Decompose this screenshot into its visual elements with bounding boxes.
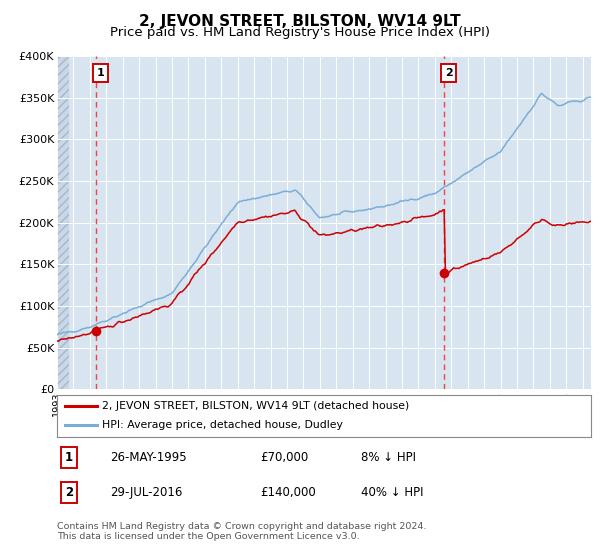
Text: £140,000: £140,000 (260, 486, 316, 500)
Text: 26-MAY-1995: 26-MAY-1995 (110, 451, 187, 464)
Text: Price paid vs. HM Land Registry's House Price Index (HPI): Price paid vs. HM Land Registry's House … (110, 26, 490, 39)
Text: 2: 2 (65, 486, 73, 500)
Text: £70,000: £70,000 (260, 451, 308, 464)
Text: 2, JEVON STREET, BILSTON, WV14 9LT: 2, JEVON STREET, BILSTON, WV14 9LT (139, 14, 461, 29)
Text: HPI: Average price, detached house, Dudley: HPI: Average price, detached house, Dudl… (103, 421, 343, 431)
Text: 40% ↓ HPI: 40% ↓ HPI (361, 486, 424, 500)
Bar (57, 56, 70, 389)
Text: 1: 1 (65, 451, 73, 464)
Text: 1: 1 (97, 68, 104, 78)
Text: 2: 2 (445, 68, 452, 78)
Text: Contains HM Land Registry data © Crown copyright and database right 2024.
This d: Contains HM Land Registry data © Crown c… (57, 522, 427, 542)
Text: 8% ↓ HPI: 8% ↓ HPI (361, 451, 416, 464)
Text: 2, JEVON STREET, BILSTON, WV14 9LT (detached house): 2, JEVON STREET, BILSTON, WV14 9LT (deta… (103, 401, 410, 411)
Text: 29-JUL-2016: 29-JUL-2016 (110, 486, 183, 500)
